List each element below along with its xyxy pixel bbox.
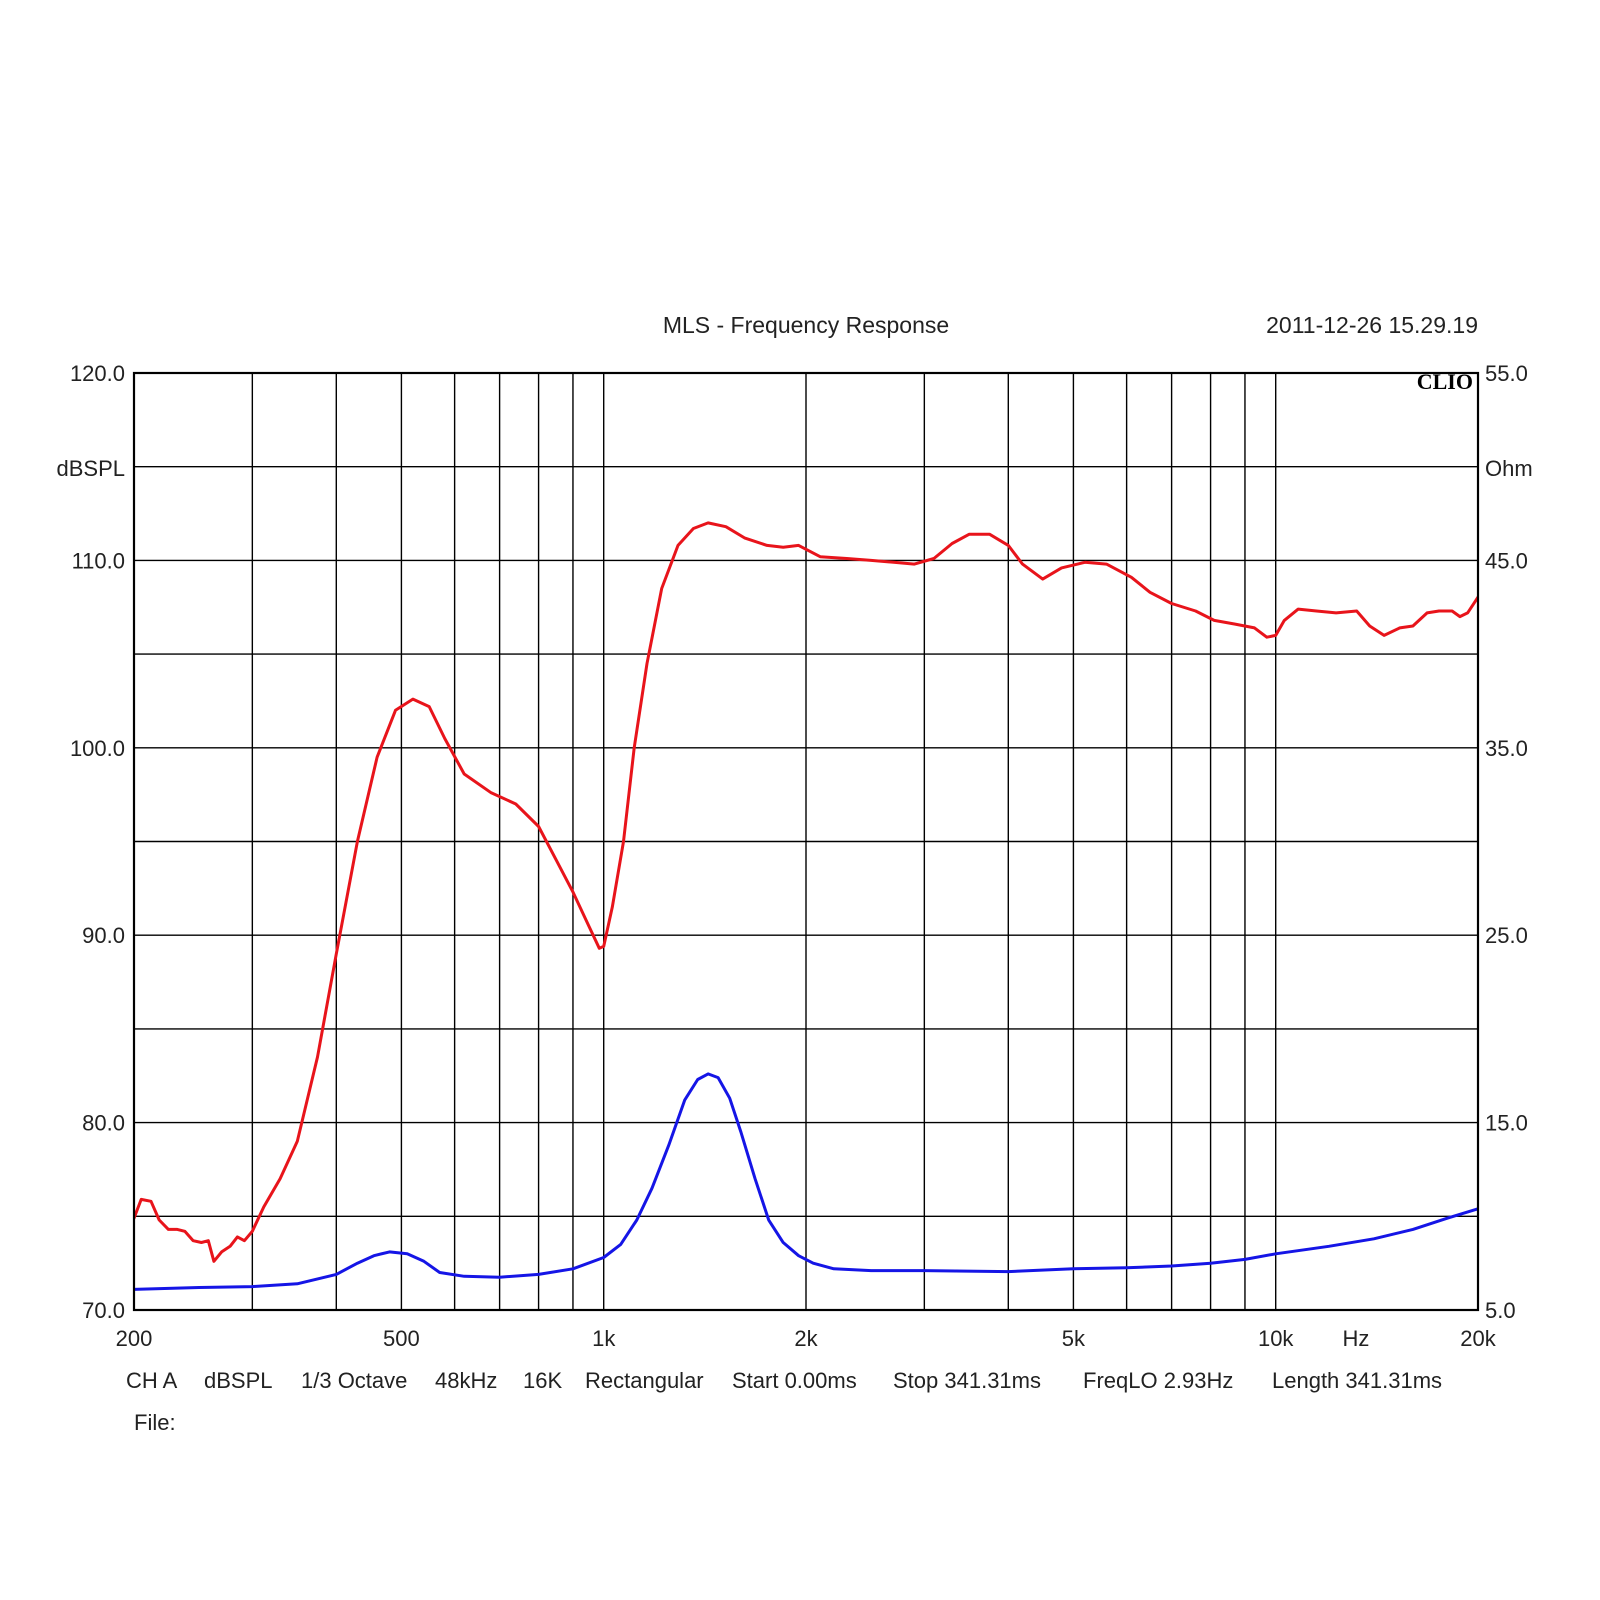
setting-unit: dBSPL [204,1368,272,1393]
grid-lines [133,372,1479,1311]
y-right-tick-label: 35.0 [1485,736,1528,761]
y-right-tick-label: 15.0 [1485,1111,1528,1136]
x-tick-label: 10k [1258,1326,1294,1351]
y-left-tick-label: 90.0 [82,923,125,948]
x-tick-label: 20k [1460,1326,1496,1351]
y-right-tick-label: 55.0 [1485,361,1528,386]
y-right-axis-label: Ohm [1485,456,1533,481]
setting-length: Length 341.31ms [1272,1368,1442,1393]
x-tick-label: 1k [592,1326,616,1351]
axis-ticks: 200 500 1k 2k 5k 10k 20k 70.0 80.0 90.0 100.0 110.0… [70,361,1528,1351]
chart-title: MLS - Frequency Response [663,312,949,338]
y-left-tick-label: 70.0 [82,1298,125,1323]
y-left-tick-label: 120.0 [70,361,125,386]
impedance-curve [134,1072,1478,1291]
measurement-timestamp: 2011-12-26 15.29.19 [1266,312,1478,338]
plot-frame [132,371,1480,1312]
setting-start: Start 0.00ms [732,1368,857,1393]
y-left-tick-label: 80.0 [82,1111,125,1136]
spl-response-curve [134,521,1478,1263]
x-axis-unit-label: Hz [1343,1326,1370,1351]
x-tick-label: 200 [116,1326,153,1351]
y-left-axis-label: dBSPL [57,456,126,481]
y-right-tick-label: 45.0 [1485,548,1528,573]
x-tick-label: 2k [794,1326,818,1351]
curves [134,521,1478,1291]
y-right-tick-label: 5.0 [1485,1298,1516,1323]
setting-freqlo: FreqLO 2.93Hz [1083,1368,1233,1393]
x-tick-label: 500 [383,1326,420,1351]
x-tick-label: 5k [1062,1326,1086,1351]
setting-channel: CH A [126,1368,178,1393]
y-right-tick-label: 25.0 [1485,923,1528,948]
file-label: File: [134,1410,176,1435]
setting-sample-rate: 48kHz [435,1368,497,1393]
y-left-tick-label: 110.0 [72,548,125,573]
y-left-tick-label: 100.0 [70,736,125,761]
setting-window: Rectangular [585,1368,704,1393]
brand-logo: CLIO [1417,369,1473,394]
setting-mls-size: 16K [523,1368,562,1393]
setting-smoothing: 1/3 Octave [301,1368,407,1393]
measurement-settings: CH A dBSPL 1/3 Octave 48kHz 16K Rectangu… [126,1368,1442,1393]
setting-stop: Stop 341.31ms [893,1368,1041,1393]
